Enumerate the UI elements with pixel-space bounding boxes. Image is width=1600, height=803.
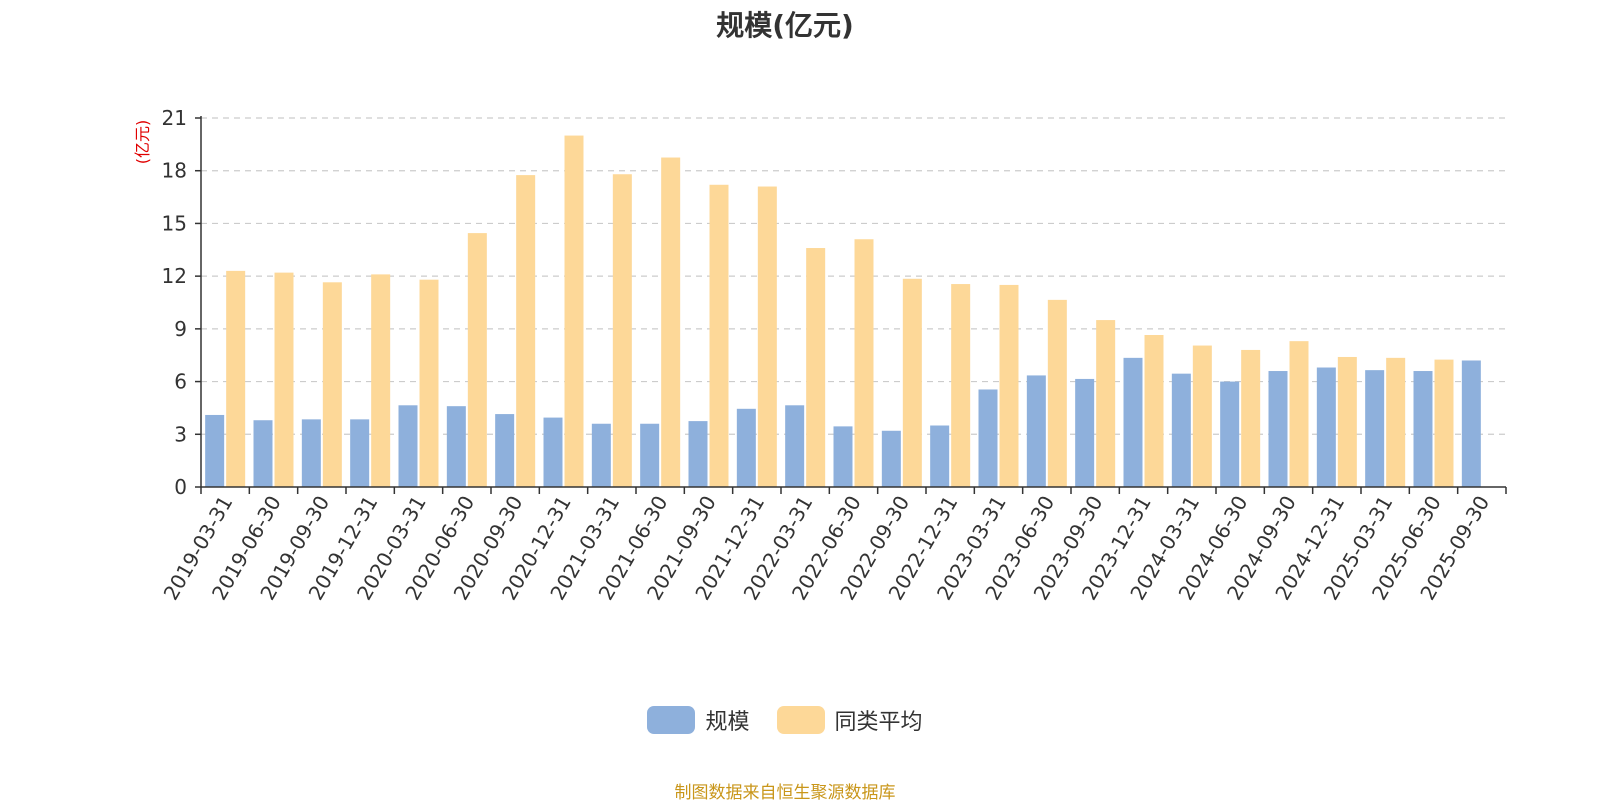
- legend-swatch-peer-average: [776, 706, 825, 734]
- bar-scale: [833, 426, 853, 487]
- bar-scale: [881, 430, 901, 487]
- bar-scale: [1413, 371, 1433, 487]
- bar-scale: [1123, 357, 1143, 487]
- grid-lines: [201, 117, 1506, 435]
- bar-peer-average: [999, 284, 1019, 487]
- bar-peer-average: [419, 279, 439, 487]
- y-axis-unit-label: (亿元): [133, 120, 152, 165]
- y-tick-label: 21: [162, 106, 187, 130]
- y-tick-label: 6: [174, 370, 187, 394]
- bar-peer-average: [322, 282, 342, 487]
- bar-peer-average: [806, 248, 826, 487]
- bar-peer-average: [1144, 335, 1164, 487]
- y-tick-label: 9: [174, 317, 187, 341]
- legend-swatch-scale: [647, 706, 696, 734]
- axes: [195, 116, 1507, 494]
- bar-peer-average: [854, 239, 874, 487]
- data-source-note: 制图数据来自恒生聚源数据库: [674, 783, 896, 803]
- y-tick-label: 3: [174, 422, 187, 446]
- bar-peer-average: [274, 272, 294, 487]
- bar-chart: 0369121518212019-03-312019-06-302019-09-…: [133, 106, 1507, 604]
- bar-peer-average: [661, 157, 681, 488]
- bar-scale: [1268, 371, 1288, 487]
- legend-item-scale[interactable]: 规模: [647, 704, 750, 736]
- bar-scale: [205, 414, 225, 487]
- bar-peer-average: [1386, 357, 1406, 487]
- bar-scale: [930, 425, 950, 487]
- bar-peer-average: [757, 186, 777, 487]
- legend-label-peer-average: 同类平均: [834, 710, 923, 735]
- bar-scale: [591, 423, 611, 487]
- chart-title: 规模(亿元): [716, 9, 854, 42]
- bar-scale: [640, 423, 660, 487]
- bar-peer-average: [709, 184, 729, 487]
- bar-scale: [978, 389, 998, 487]
- bar-peer-average: [467, 233, 487, 487]
- bars: [205, 135, 1481, 488]
- bar-peer-average: [226, 270, 246, 487]
- legend-label-scale: 规模: [705, 710, 750, 735]
- bar-peer-average: [1241, 349, 1261, 487]
- bar-scale: [398, 405, 418, 487]
- bar-peer-average: [1096, 320, 1116, 487]
- bar-scale: [350, 419, 370, 487]
- legend-item-peer-average[interactable]: 同类平均: [776, 704, 923, 736]
- bar-peer-average: [1337, 356, 1357, 487]
- bar-scale: [785, 405, 805, 487]
- bar-peer-average: [902, 278, 922, 487]
- y-tick-label: 18: [162, 159, 187, 183]
- bar-scale: [495, 414, 515, 487]
- bar-peer-average: [516, 175, 536, 487]
- bar-peer-average: [1192, 345, 1212, 487]
- bar-scale: [1461, 360, 1481, 487]
- bar-scale: [1220, 381, 1240, 487]
- bar-peer-average: [951, 284, 971, 487]
- y-tick-label: 15: [162, 211, 187, 235]
- bar-scale: [543, 417, 563, 487]
- bar-scale: [446, 406, 466, 487]
- bar-peer-average: [371, 274, 391, 487]
- bar-peer-average: [612, 174, 632, 487]
- bar-scale: [1365, 370, 1385, 487]
- y-tick-label: 12: [162, 264, 187, 288]
- bar-peer-average: [1047, 299, 1067, 487]
- bar-scale: [736, 408, 756, 487]
- bar-scale: [1316, 367, 1336, 487]
- bar-scale: [1026, 375, 1046, 487]
- legend: 规模 同类平均: [0, 704, 1570, 740]
- bar-peer-average: [564, 135, 584, 488]
- bar-scale: [253, 420, 273, 487]
- bar-scale: [1075, 378, 1095, 487]
- bar-scale: [301, 419, 321, 487]
- y-tick-label: 0: [174, 475, 187, 499]
- bar-scale: [688, 421, 708, 487]
- bar-peer-average: [1289, 341, 1309, 487]
- bar-peer-average: [1434, 359, 1454, 487]
- bar-scale: [1171, 373, 1191, 487]
